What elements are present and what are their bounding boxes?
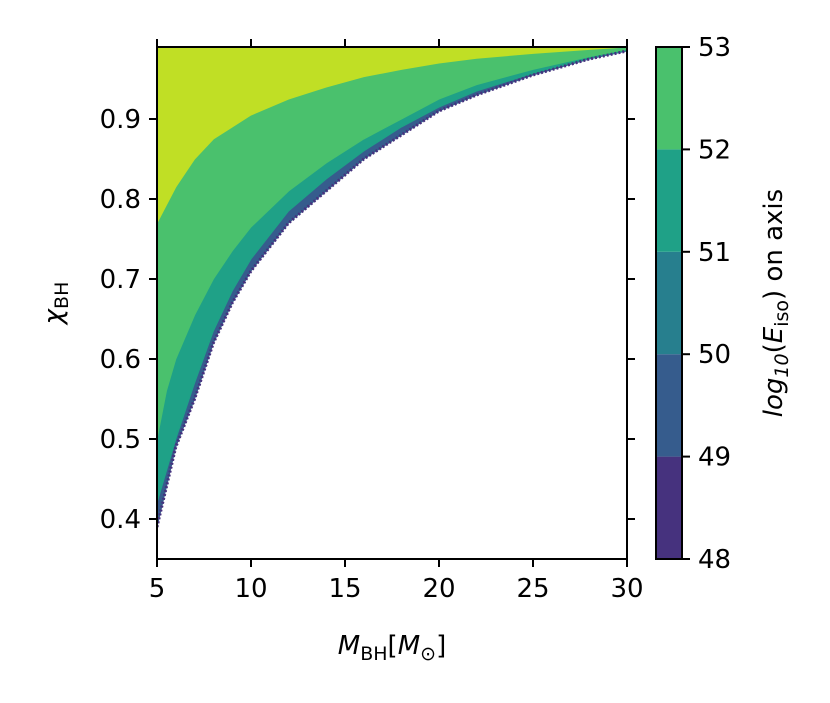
contour-fill-group <box>157 47 627 528</box>
y-tick-label: 0.6 <box>100 345 141 375</box>
x-label-subscript: BH <box>360 643 387 665</box>
cbar-label-symbol: E <box>759 326 789 343</box>
colorbar-frame <box>655 46 683 560</box>
colorbar <box>656 47 682 559</box>
x-tick-label: 30 <box>610 574 643 604</box>
x-tick-label: 15 <box>328 574 361 604</box>
y-label-symbol: χ <box>39 307 69 326</box>
y-axis: 0.4 0.5 0.6 0.7 0.8 0.9 <box>100 105 635 535</box>
colorbar-band <box>656 149 682 252</box>
x-label-unit-open: [ <box>388 631 398 661</box>
contour-region-level-52 <box>157 47 627 224</box>
x-tick-label: 20 <box>422 574 455 604</box>
x-label-unit-symbol: M <box>398 631 420 661</box>
colorbar-tick-label: 49 <box>698 443 731 473</box>
cbar-label-sub10: 10 <box>771 353 793 377</box>
colorbar-tick-label: 50 <box>698 340 731 370</box>
colorbar-tick-label: 51 <box>698 238 731 268</box>
y-tick-label: 0.4 <box>100 505 141 535</box>
colorbar-tick-label: 48 <box>698 545 731 575</box>
y-tick-label: 0.8 <box>100 185 141 215</box>
x-tick-label: 25 <box>516 574 549 604</box>
contour-fringe-lowest <box>157 49 627 528</box>
cbar-label-log: log <box>759 378 789 418</box>
x-label-unit-subscript: ⊙ <box>420 643 436 665</box>
colorbar-tick-label: 52 <box>698 135 731 165</box>
y-tick-label: 0.9 <box>100 105 141 135</box>
x-axis: 5 10 15 20 25 30 <box>149 39 644 604</box>
colorbar-band <box>656 47 682 150</box>
colorbar-band <box>656 354 682 457</box>
plot-frame <box>156 46 628 560</box>
colorbar-band <box>656 456 682 559</box>
x-axis-label: MBH[M⊙] <box>338 631 446 665</box>
colorbar-tick-label: 53 <box>698 33 731 63</box>
colorbar-band <box>656 251 682 355</box>
colorbar-ticks: 48 49 50 51 52 53 <box>682 33 731 575</box>
x-label-unit-close: ] <box>436 631 446 661</box>
x-tick-label: 10 <box>234 574 267 604</box>
x-label-symbol: M <box>338 631 360 661</box>
y-tick-label: 0.5 <box>100 425 141 455</box>
y-tick-label: 0.7 <box>100 265 141 295</box>
y-axis-label: χBH <box>39 282 73 327</box>
cbar-label-open: ( <box>759 343 789 353</box>
y-label-subscript: BH <box>51 282 73 309</box>
colorbar-label: log10(Eiso) on axis <box>759 189 793 417</box>
x-tick-label: 5 <box>149 574 166 604</box>
cbar-label-close: ) <box>759 290 789 300</box>
cbar-label-subscript: iso <box>771 300 793 327</box>
contour-region-level-51 <box>157 47 627 440</box>
cbar-label-suffix: on axis <box>759 189 789 290</box>
